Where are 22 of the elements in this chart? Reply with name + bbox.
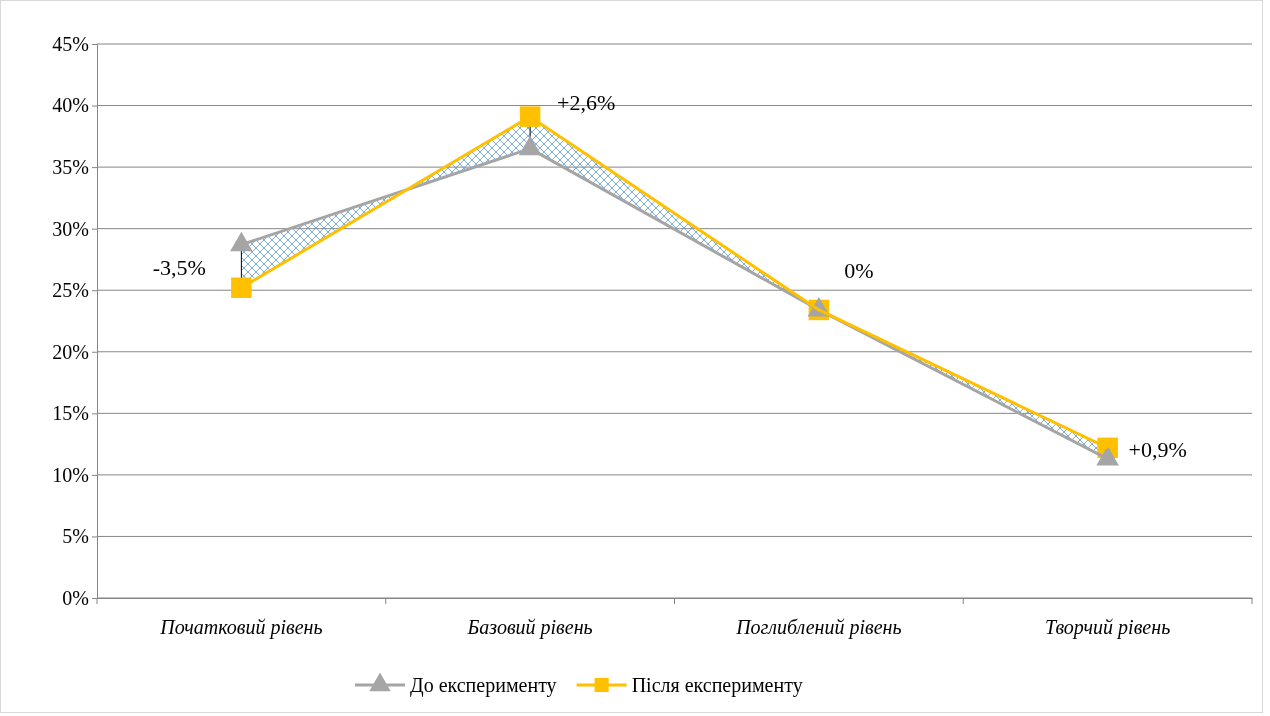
y-tick-label: 45% [52, 32, 89, 55]
y-tick-label: 30% [52, 217, 89, 240]
annotation: -3,5% [152, 255, 206, 281]
y-tick-label: 0% [62, 586, 89, 609]
x-tick-label: Творчий рівень [1045, 616, 1171, 640]
x-tick-label: Початковий рівень [159, 616, 323, 640]
x-tick-label: Базовий рівень [466, 616, 593, 640]
point [1096, 445, 1119, 466]
y-tick-label: 10% [52, 463, 89, 486]
y-tick-label: 35% [52, 156, 89, 179]
annotation: +0,9% [1128, 437, 1187, 463]
annotation: 0% [844, 258, 874, 283]
point [231, 277, 252, 299]
annotation: +2,6% [557, 90, 616, 116]
y-tick-label: 40% [52, 94, 89, 117]
y-tick-label: 15% [52, 402, 89, 425]
legend-label: Після експерименту [631, 674, 803, 697]
y-tick-label: 25% [52, 279, 89, 302]
y-tick-label: 20% [52, 340, 89, 363]
y-tick-label: 5% [62, 525, 89, 548]
legend-label: До експерименту [410, 674, 557, 697]
x-tick-label: Поглиблений рівень [735, 616, 902, 640]
